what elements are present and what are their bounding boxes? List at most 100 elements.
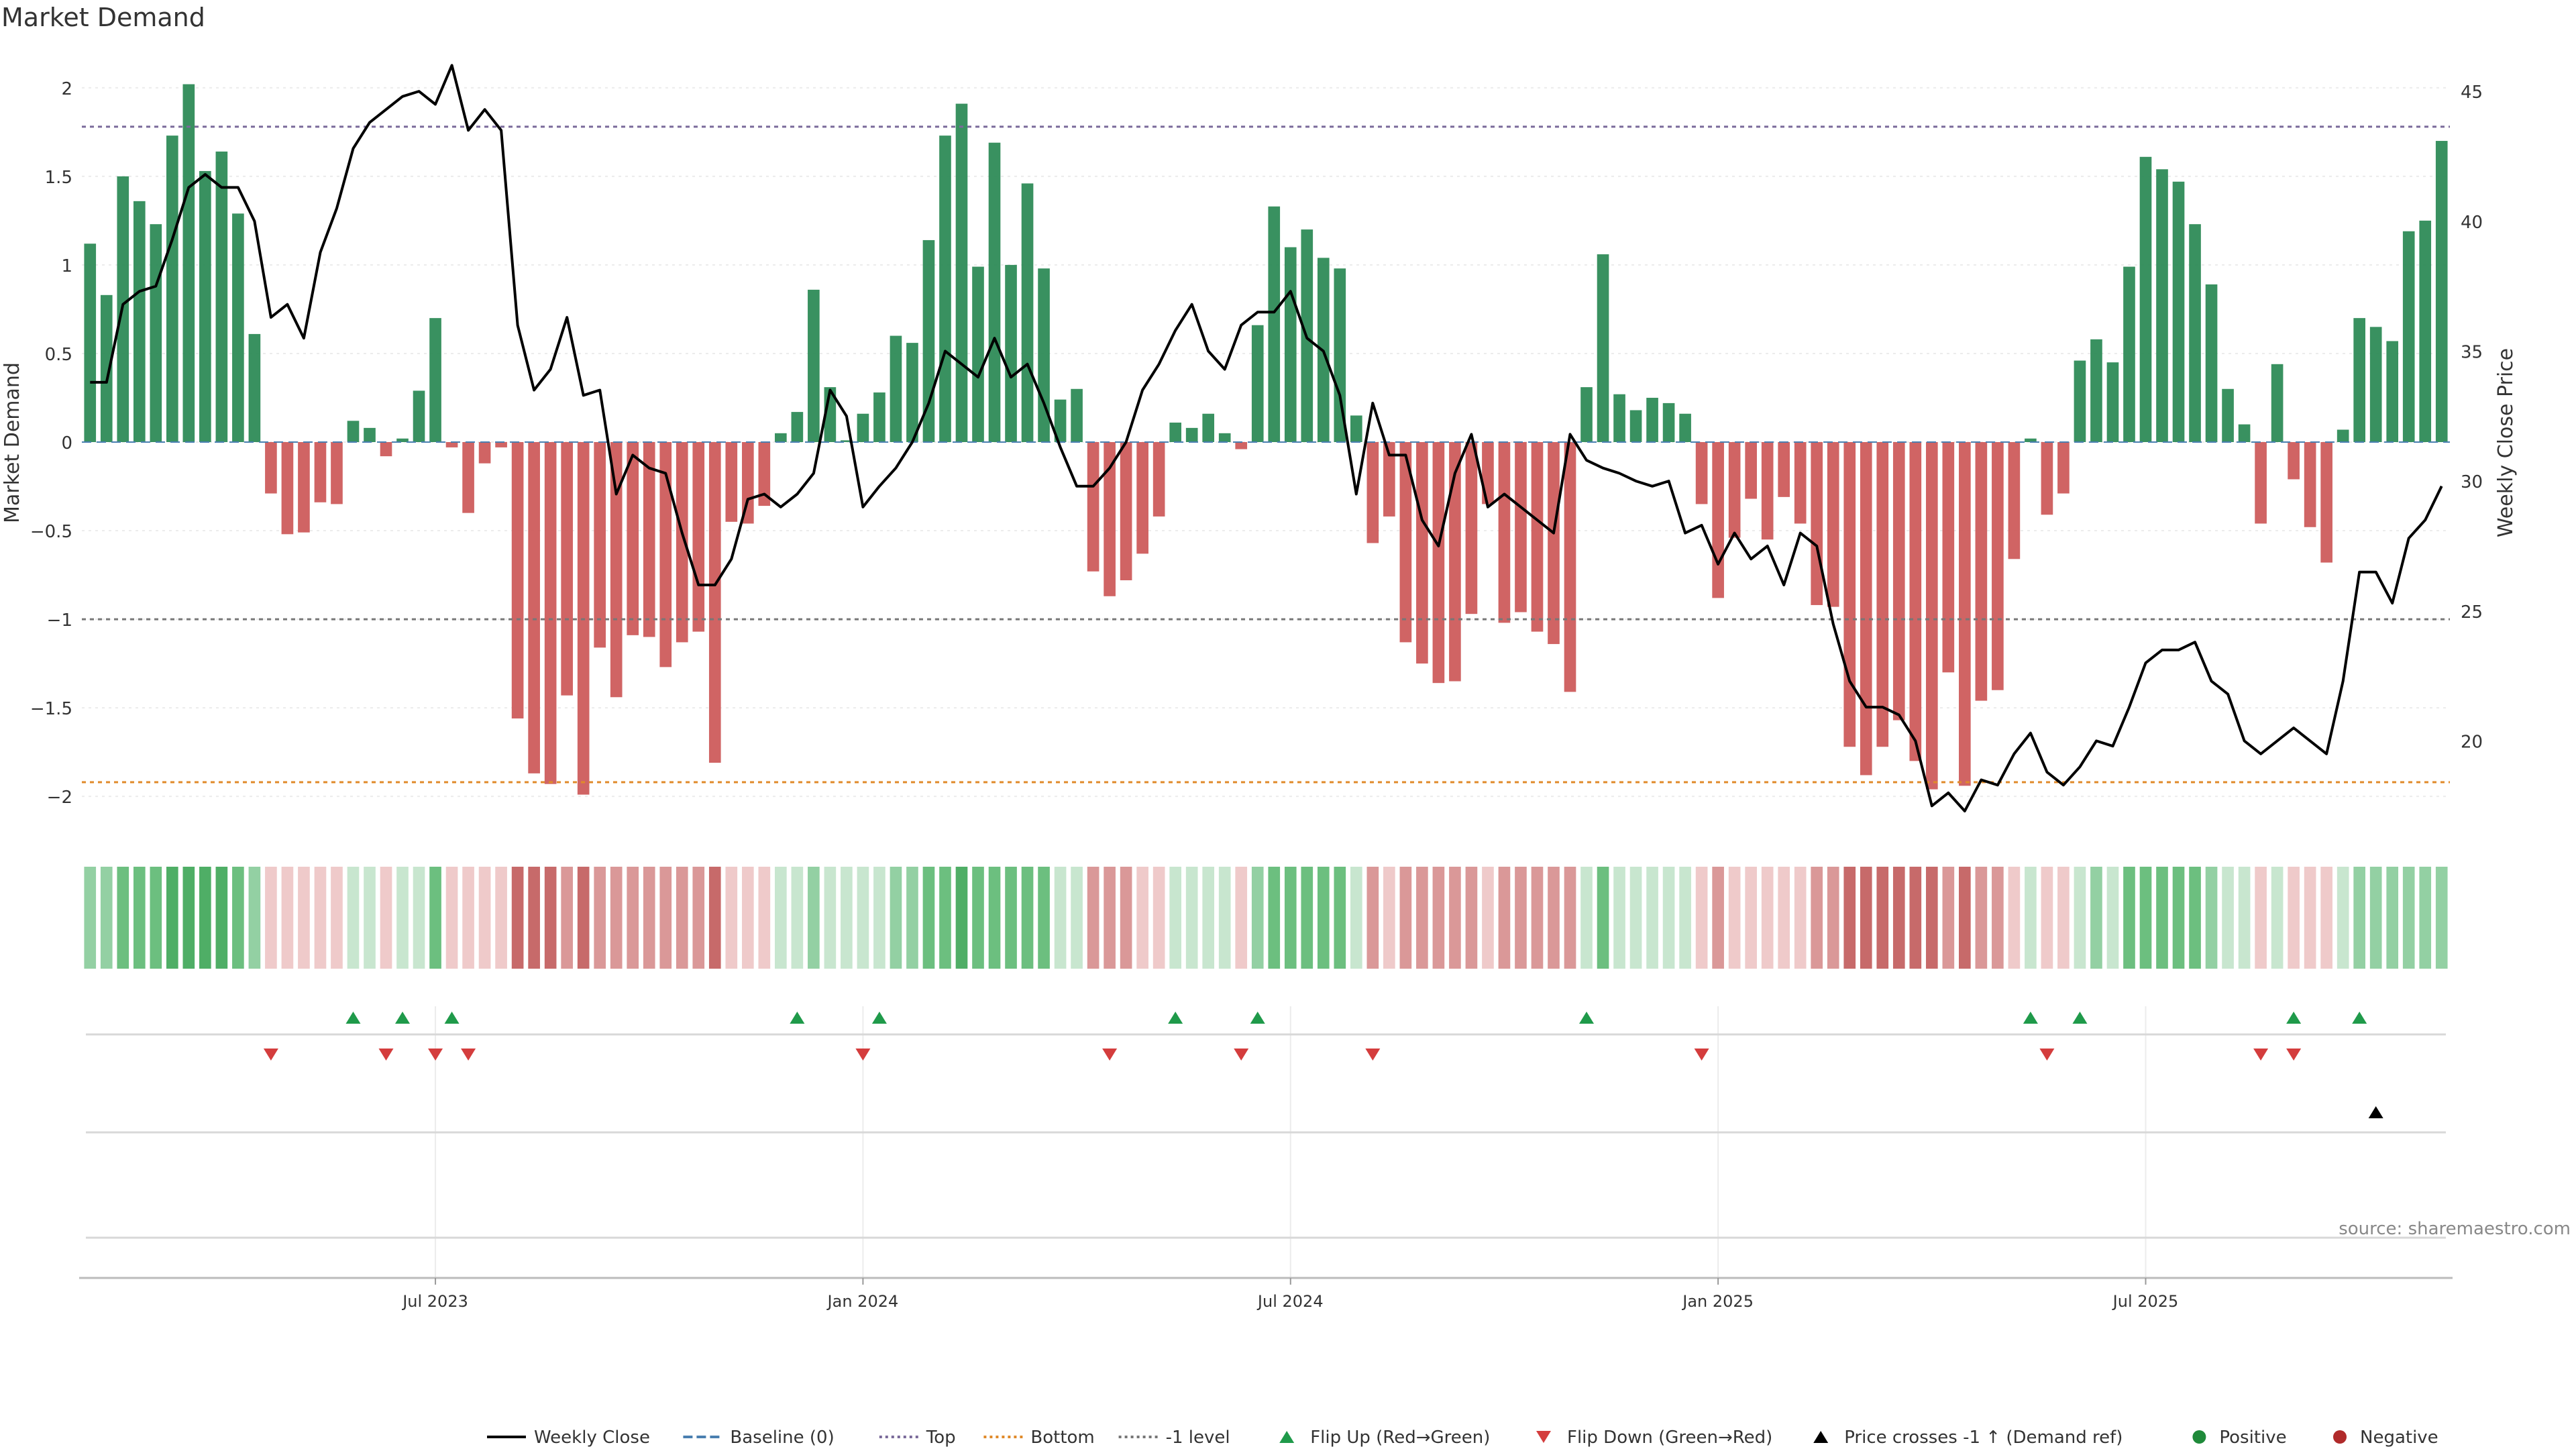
strip-cell [2238, 867, 2251, 969]
strip-cell [1251, 867, 1264, 969]
flip-down-marker [263, 1049, 278, 1061]
demand-bar-positive [2090, 339, 2102, 442]
y2-tick-label: 25 [2461, 602, 2483, 623]
demand-bar-positive [232, 213, 244, 442]
legend-label: Baseline (0) [730, 1428, 834, 1448]
x-tick-label: Jan 2025 [1681, 1292, 1754, 1311]
flip-down-marker [1694, 1049, 1709, 1061]
strip-cell [511, 867, 524, 969]
y2-tick-label: 45 [2461, 83, 2483, 103]
demand-bar-negative [1975, 442, 1988, 701]
strip-cell [2041, 867, 2053, 969]
strip-cell [1218, 867, 1231, 969]
strip-cell [1778, 867, 1790, 969]
legend-label: -1 level [1166, 1428, 1230, 1448]
demand-bar-positive [215, 151, 228, 442]
strip-cell [232, 867, 244, 969]
strip-cell [1860, 867, 1872, 969]
demand-bar-positive [988, 142, 1001, 442]
demand-bar-negative [708, 442, 721, 763]
demand-bar-negative [1794, 442, 1807, 524]
demand-bar-negative [741, 442, 754, 524]
demand-bar-positive [84, 244, 97, 442]
strip-cell [890, 867, 902, 969]
demand-bar-negative [1712, 442, 1724, 598]
demand-bar-positive [199, 170, 211, 442]
strip-cell [1268, 867, 1281, 969]
strip-cell [1120, 867, 1132, 969]
strip-cell [1959, 867, 1971, 969]
strip-cell [841, 867, 853, 969]
strip-cell [857, 867, 869, 969]
demand-bar-negative [1745, 442, 1757, 499]
strip-cell [1794, 867, 1807, 969]
strip-cell [1334, 867, 1346, 969]
strip-cell [1892, 867, 1905, 969]
strip-cell [1087, 867, 1099, 969]
strip-cell [199, 867, 211, 969]
strip-cell [1564, 867, 1576, 969]
demand-bar-positive [1021, 183, 1034, 442]
strip-cell [2205, 867, 2218, 969]
y-tick-label: −2 [47, 788, 72, 808]
legend-swatch-triangle-up [1813, 1431, 1829, 1443]
flip-up-marker [1579, 1012, 1595, 1024]
demand-bar-negative [462, 442, 474, 513]
strip-cell [1301, 867, 1313, 969]
strip-cell [758, 867, 771, 969]
demand-bar-negative [2255, 442, 2267, 524]
demand-bar-negative [445, 442, 458, 447]
demand-bar-positive [396, 438, 409, 442]
demand-bar-negative [1531, 442, 1544, 632]
flip-down-marker [1234, 1049, 1249, 1061]
strip-cell [1071, 867, 1083, 969]
strip-cell [1284, 867, 1297, 969]
strip-cell [775, 867, 787, 969]
demand-bar-positive [2386, 341, 2399, 442]
strip-cell [478, 867, 491, 969]
demand-bar-positive [775, 433, 787, 442]
y-tick-label: 0.5 [45, 345, 72, 365]
strip-cell [1712, 867, 1724, 969]
strip-cell [1679, 867, 1691, 969]
strip-cell [873, 867, 885, 969]
strip-cell [2435, 867, 2448, 969]
strip-cell [2255, 867, 2267, 969]
strip-cell [413, 867, 425, 969]
demand-bar-positive [808, 289, 820, 442]
demand-bar-positive [2172, 181, 2185, 442]
strip-cell [955, 867, 968, 969]
legend-swatch-dot [2192, 1430, 2206, 1444]
demand-bar-negative [725, 442, 738, 522]
demand-bar-positive [1613, 394, 1625, 442]
demand-bar-negative [561, 442, 573, 696]
strip-cell [1975, 867, 1988, 969]
flip-up-marker [1168, 1012, 1183, 1024]
strip-cell [1005, 867, 1017, 969]
strip-cell [1432, 867, 1445, 969]
demand-bar-positive [1054, 399, 1067, 442]
strip-cell [2337, 867, 2349, 969]
demand-bar-positive [890, 335, 902, 442]
y-tick-label: −0.5 [30, 522, 72, 542]
demand-bar-negative [610, 442, 623, 698]
strip-cell [2008, 867, 2021, 969]
demand-bar-negative [643, 442, 655, 637]
demand-bar-positive [2419, 220, 2432, 442]
strip-cell [150, 867, 162, 969]
strip-cell [2057, 867, 2070, 969]
flip-down-marker [461, 1049, 476, 1061]
demand-bar-positive [1071, 388, 1083, 442]
demand-bar-negative [1235, 442, 1248, 449]
legend-label: Negative [2360, 1428, 2438, 1448]
strip-cell [2139, 867, 2152, 969]
y-tick-label: 1.5 [45, 168, 72, 188]
demand-bar-positive [791, 412, 804, 442]
y-tick-label: −1.5 [30, 699, 72, 719]
demand-bar-negative [1465, 442, 1478, 614]
demand-bar-negative [1925, 442, 1938, 790]
strip-cell [298, 867, 310, 969]
strip-cell [1185, 867, 1198, 969]
demand-bar-negative [2041, 442, 2053, 515]
